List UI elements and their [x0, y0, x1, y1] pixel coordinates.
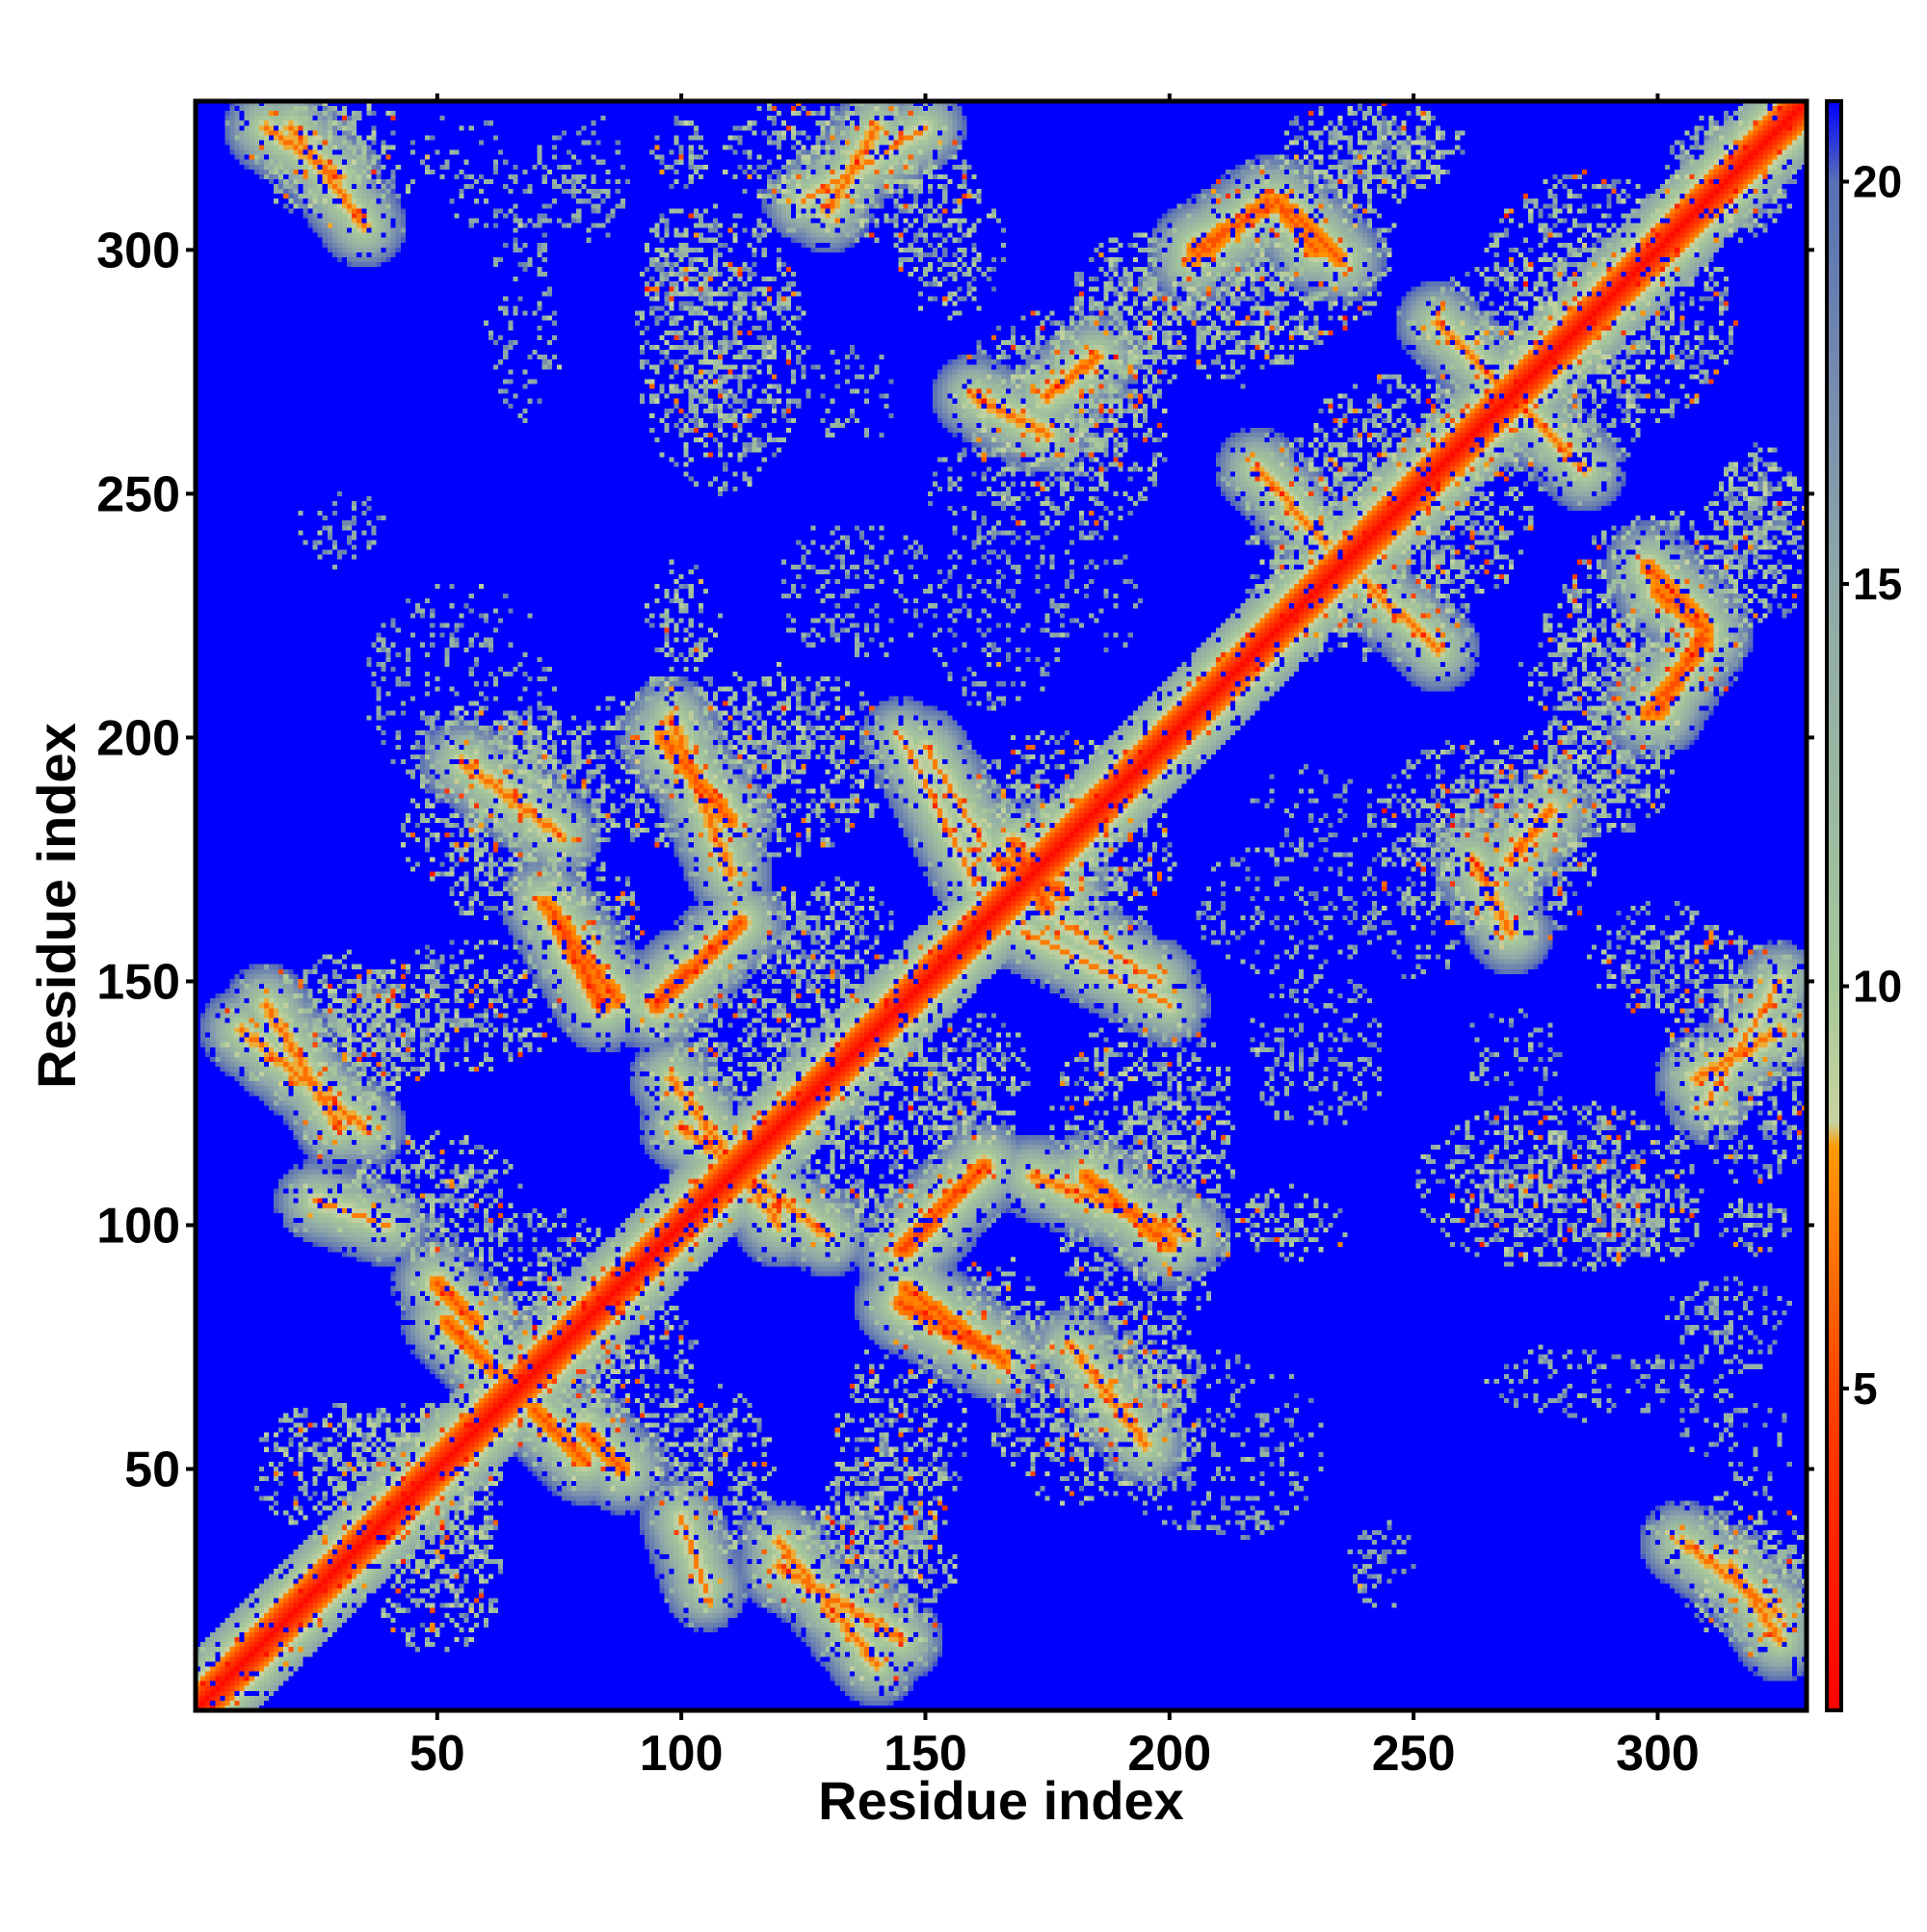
colorbar — [1825, 99, 1843, 1712]
heatmap-image — [196, 101, 1807, 1710]
x-tick-label: 100 — [640, 1726, 724, 1782]
x-tick-label: 300 — [1616, 1726, 1700, 1782]
heatmap-cells — [196, 101, 1807, 1710]
y-tick-label: 100 — [96, 1198, 180, 1254]
y-axis-label: Residue index — [26, 723, 87, 1089]
colorbar-tick-label: 15 — [1853, 559, 1902, 609]
y-axis-ticks: 50 100 150 200 250 300 — [96, 223, 1814, 1498]
colorbar-tick-label: 10 — [1853, 962, 1902, 1012]
y-tick-label: 150 — [96, 954, 180, 1010]
x-tick-label: 200 — [1127, 1726, 1211, 1782]
y-tick-label: 200 — [96, 710, 180, 766]
y-tick-label: 250 — [96, 466, 180, 522]
x-axis-ticks: 50 100 150 200 250 300 — [409, 93, 1700, 1782]
plot-frame — [193, 98, 1809, 1713]
colorbar-tick-label: 5 — [1853, 1363, 1878, 1414]
x-axis-label: Residue index — [818, 1770, 1184, 1831]
colorbar-tick-label: 20 — [1853, 157, 1902, 207]
colorbar-ticks: 5 10 15 20 — [1841, 157, 1902, 1414]
x-tick-label: 250 — [1372, 1726, 1456, 1782]
x-tick-label: 50 — [409, 1726, 465, 1782]
y-tick-label: 50 — [124, 1442, 180, 1498]
y-tick-label: 300 — [96, 223, 180, 278]
x-tick-label: 150 — [884, 1726, 967, 1782]
